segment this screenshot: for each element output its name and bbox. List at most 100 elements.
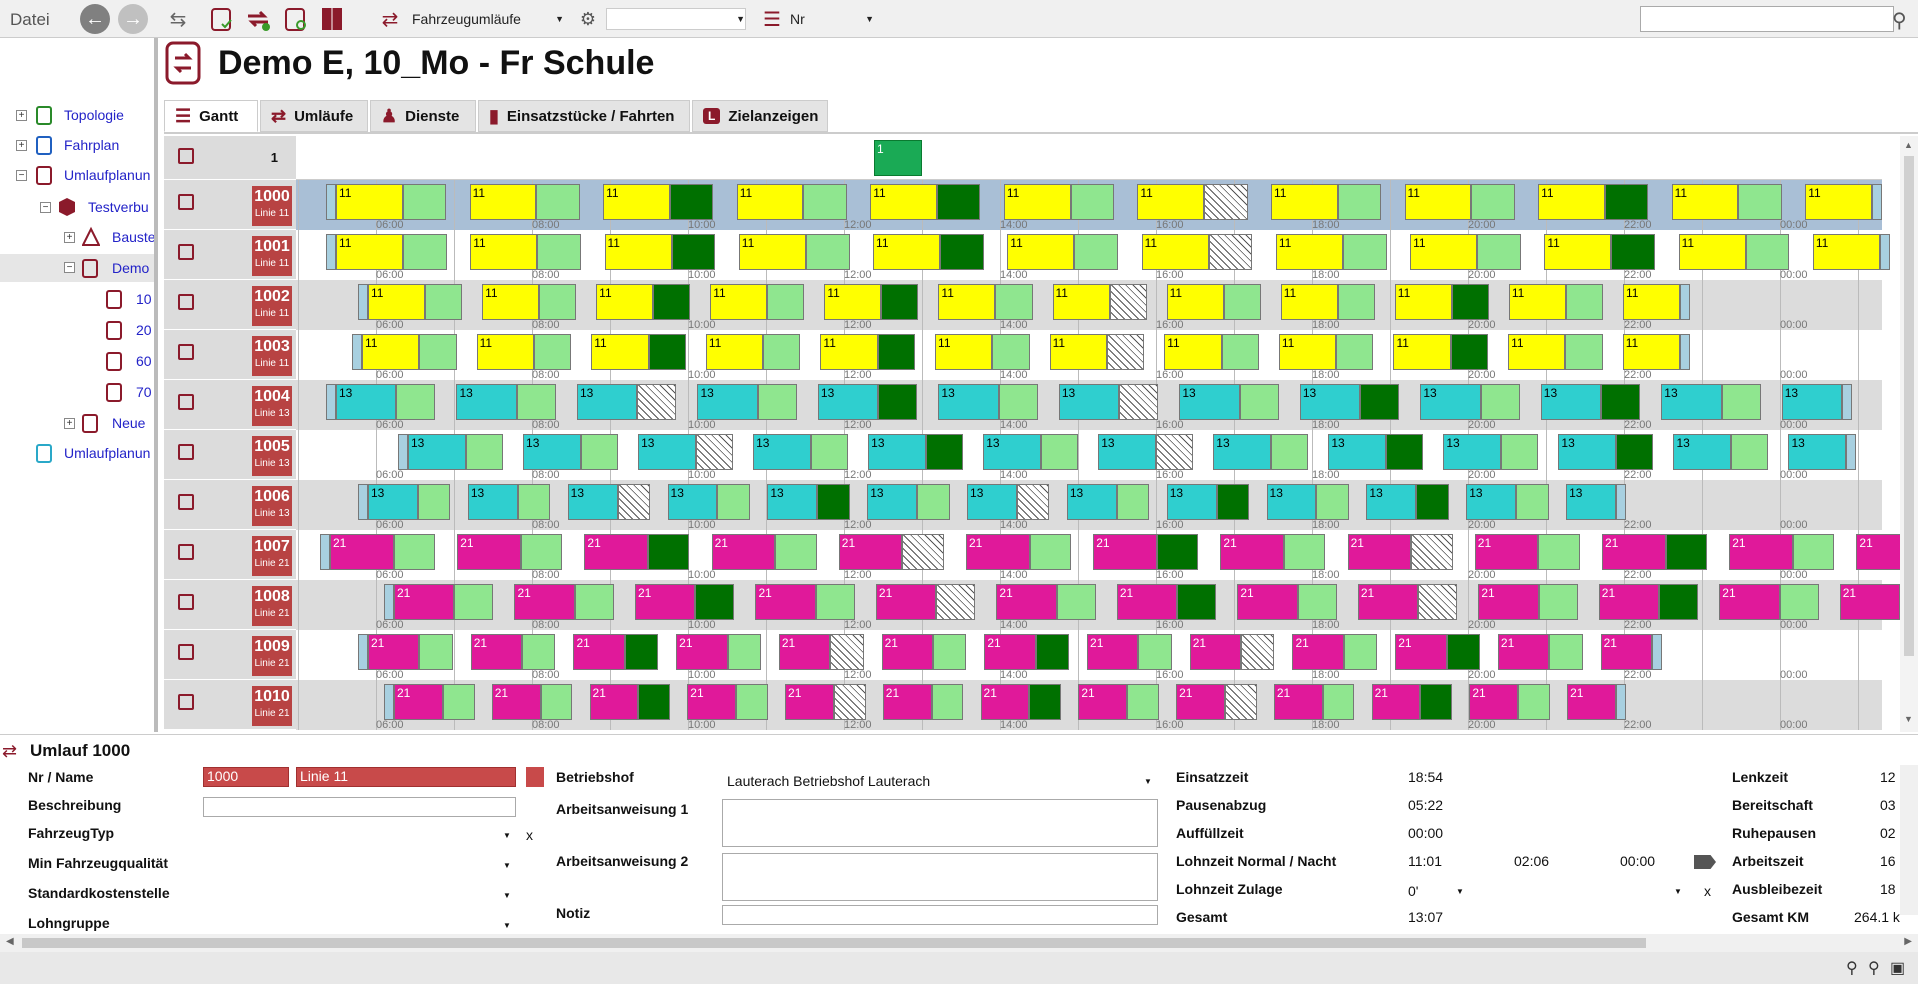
trip-end-marker[interactable] bbox=[1880, 234, 1890, 270]
trip-block[interactable]: 21 bbox=[1347, 534, 1412, 570]
depot-block[interactable] bbox=[1156, 534, 1199, 570]
depot-block[interactable] bbox=[669, 184, 714, 220]
pause-block[interactable] bbox=[396, 384, 436, 420]
pause-block[interactable] bbox=[516, 384, 556, 420]
aa1-field[interactable] bbox=[722, 799, 1158, 847]
idle-block[interactable] bbox=[1208, 234, 1253, 270]
tree-item-neue[interactable]: Neue bbox=[112, 415, 146, 431]
pause-block[interactable] bbox=[1070, 184, 1114, 220]
checkbox[interactable] bbox=[178, 194, 194, 210]
pause-block[interactable] bbox=[992, 334, 1030, 370]
idle-block[interactable] bbox=[617, 484, 651, 520]
tab-gantt[interactable]: ☰ Gantt bbox=[164, 100, 258, 132]
trip-block[interactable]: 13 bbox=[1366, 484, 1417, 520]
pause-block[interactable] bbox=[1738, 184, 1782, 220]
trip-block[interactable]: 21 bbox=[755, 584, 816, 620]
beschreibung-field[interactable] bbox=[203, 797, 516, 817]
expand-icon[interactable]: + bbox=[64, 418, 75, 429]
checkbox[interactable] bbox=[178, 344, 194, 360]
expand-icon[interactable]: + bbox=[16, 110, 27, 121]
trip-start-marker[interactable] bbox=[320, 534, 330, 570]
row-number-badge[interactable]: 1006 Linie 13 bbox=[252, 486, 292, 526]
pause-block[interactable] bbox=[402, 184, 447, 220]
trip-block[interactable]: 13 bbox=[1266, 484, 1317, 520]
trip-block[interactable]: 11 bbox=[935, 334, 993, 370]
row-number-badge[interactable]: 1004 Linie 13 bbox=[252, 386, 292, 426]
trip-block[interactable]: 11 bbox=[1538, 184, 1605, 220]
book-icon[interactable] bbox=[318, 5, 346, 33]
pause-block[interactable] bbox=[1730, 434, 1769, 470]
trip-start-marker[interactable] bbox=[358, 484, 368, 520]
trip-block[interactable]: 21 bbox=[1729, 534, 1793, 570]
depot-block[interactable] bbox=[937, 184, 981, 220]
pause-block[interactable] bbox=[1480, 384, 1520, 420]
depot-block[interactable] bbox=[1177, 584, 1217, 620]
trip-block[interactable]: 21 bbox=[785, 684, 834, 720]
trip-block[interactable]: 21 bbox=[1176, 684, 1225, 720]
trip-block[interactable]: 21 bbox=[1567, 684, 1616, 720]
trip-start-marker[interactable] bbox=[326, 384, 336, 420]
tree-item-70[interactable]: 70 bbox=[136, 384, 152, 400]
pause-block[interactable] bbox=[1336, 334, 1374, 370]
pause-block[interactable] bbox=[1779, 584, 1819, 620]
trip-block[interactable]: 13 bbox=[456, 384, 517, 420]
trip-block[interactable]: 11 bbox=[1622, 334, 1680, 370]
trip-block[interactable]: 13 bbox=[1566, 484, 1616, 520]
idle-block[interactable] bbox=[830, 634, 864, 670]
pause-block[interactable] bbox=[931, 684, 964, 720]
trip-start-marker[interactable] bbox=[352, 334, 362, 370]
pause-block[interactable] bbox=[1029, 534, 1071, 570]
trip-block[interactable]: 21 bbox=[457, 534, 521, 570]
trip-block[interactable]: 21 bbox=[573, 634, 625, 670]
pause-block[interactable] bbox=[454, 584, 494, 620]
chevron-down-icon[interactable]: ▼ bbox=[503, 831, 511, 840]
collapse-icon[interactable]: − bbox=[64, 262, 75, 273]
pause-block[interactable] bbox=[1471, 184, 1515, 220]
checkbox[interactable] bbox=[178, 544, 194, 560]
idle-block[interactable] bbox=[936, 584, 976, 620]
search-icon[interactable]: ⚲ bbox=[1892, 10, 1907, 32]
depot-block[interactable] bbox=[1416, 484, 1449, 520]
pause-block[interactable] bbox=[1538, 534, 1580, 570]
trip-block[interactable]: 21 bbox=[966, 534, 1030, 570]
trip-block[interactable]: 11 bbox=[870, 184, 938, 220]
trip-block[interactable]: 11 bbox=[1393, 334, 1451, 370]
trip-block[interactable]: 11 bbox=[1404, 184, 1472, 220]
trip-block[interactable]: 21 bbox=[1116, 584, 1178, 620]
sort-dropdown[interactable]: Nr ▼ bbox=[790, 8, 874, 30]
depot-block[interactable] bbox=[1451, 284, 1489, 320]
expand-icon[interactable]: + bbox=[64, 232, 75, 243]
trip-block[interactable]: 13 bbox=[1788, 434, 1846, 470]
pause-block[interactable] bbox=[803, 184, 847, 220]
trip-end-marker[interactable] bbox=[1842, 384, 1852, 420]
idle-block[interactable] bbox=[1109, 284, 1147, 320]
pause-block[interactable] bbox=[520, 534, 563, 570]
pause-block[interactable] bbox=[425, 284, 463, 320]
trip-block[interactable]: 11 bbox=[604, 234, 672, 270]
trip-block[interactable]: 13 bbox=[408, 434, 466, 470]
idle-block[interactable] bbox=[1106, 334, 1145, 370]
tree-item-baustelle[interactable]: Bauste bbox=[112, 229, 156, 245]
pause-block[interactable] bbox=[1284, 534, 1326, 570]
pause-block[interactable] bbox=[517, 484, 551, 520]
zulage-value[interactable]: 0' bbox=[1408, 883, 1419, 899]
header-block[interactable]: 1 bbox=[874, 140, 922, 176]
trip-block[interactable]: 11 bbox=[1410, 234, 1478, 270]
scroll-right-icon[interactable]: ▶ bbox=[1904, 936, 1912, 947]
clear-button[interactable]: x bbox=[526, 827, 533, 843]
depot-block[interactable] bbox=[1615, 434, 1654, 470]
trip-block[interactable]: 21 bbox=[996, 584, 1057, 620]
trip-block[interactable]: 21 bbox=[1497, 634, 1550, 670]
tab-einsatzstuecke[interactable]: ▮ Einsatzstücke / Fahrten bbox=[478, 100, 690, 132]
depot-block[interactable] bbox=[653, 284, 691, 320]
trip-start-marker[interactable] bbox=[326, 234, 336, 270]
trip-block[interactable]: 21 bbox=[1189, 634, 1242, 670]
trip-block[interactable]: 13 bbox=[1058, 384, 1120, 420]
trip-block[interactable]: 21 bbox=[1598, 584, 1660, 620]
trip-block[interactable]: 11 bbox=[1812, 234, 1880, 270]
trip-block[interactable]: 21 bbox=[589, 684, 639, 720]
pause-block[interactable] bbox=[767, 284, 805, 320]
pause-block[interactable] bbox=[1138, 634, 1172, 670]
trip-block[interactable]: 21 bbox=[778, 634, 831, 670]
idle-block[interactable] bbox=[1016, 484, 1050, 520]
